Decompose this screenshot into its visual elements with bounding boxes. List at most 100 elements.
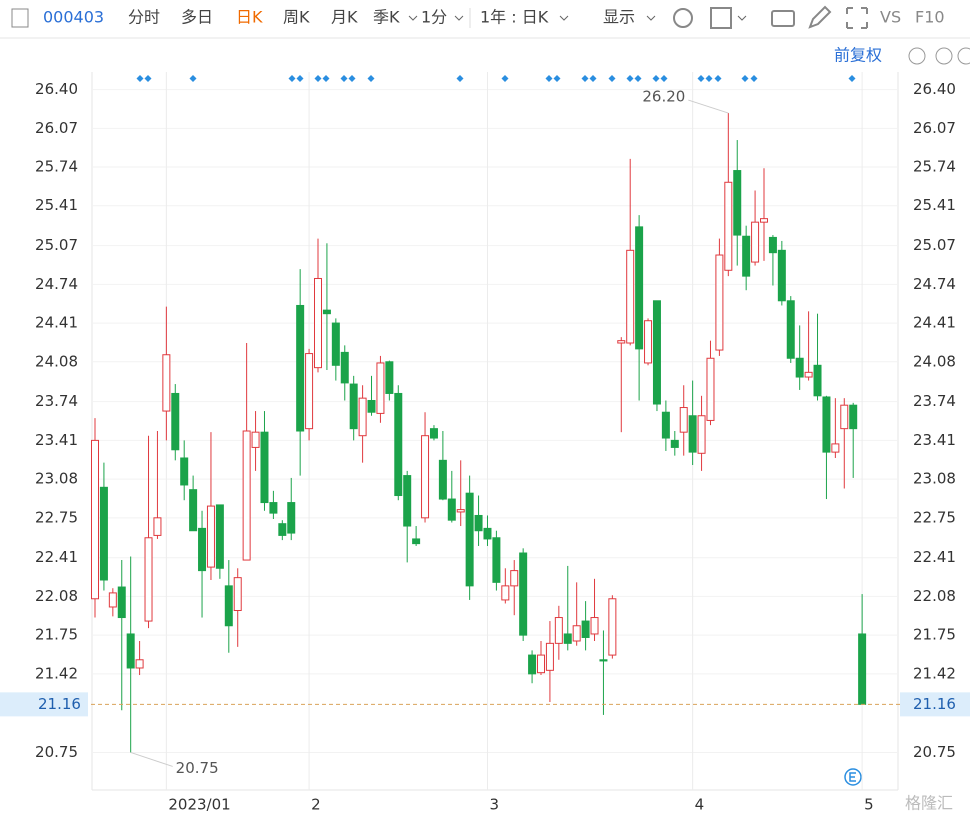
event-marker [136,75,144,82]
period-select[interactable]: 1年 : 日K [480,8,549,27]
y-tick-label: 26.07 [35,119,78,137]
x-tick-label: 4 [695,796,705,814]
candle-body [661,411,670,439]
caret [646,15,656,21]
vs-button[interactable]: VS [880,8,901,27]
event-marker [553,75,561,82]
y2-tick-label: 21.42 [913,664,956,682]
last-price-label: 21.16 [913,695,956,713]
candle-body [260,431,269,504]
candle-body [403,475,412,527]
tab[interactable]: 分时 [128,8,160,27]
candle-body [376,362,385,414]
zoom-in-icon[interactable] [957,47,970,65]
event-marker [456,75,464,82]
fullscreen-icon[interactable] [846,7,868,29]
tab[interactable]: 多日 [181,8,213,27]
candle-body [421,435,430,519]
y-tick-label: 20.75 [35,743,78,761]
y-tick-label: 25.07 [35,236,78,254]
tab-active[interactable]: 日K [236,8,263,27]
y-tick-label: 25.74 [35,158,78,176]
candle-body [813,364,822,397]
display-menu[interactable]: 显示 [603,8,635,27]
candle-body [153,517,162,536]
candle-body [545,642,554,671]
candle-body [519,552,528,636]
panel-icon[interactable] [11,8,29,28]
candle-body [777,249,786,302]
y2-tick-label: 24.41 [913,314,956,332]
camera-icon[interactable] [771,10,795,27]
candle-body [429,428,438,439]
candle-body [795,357,804,378]
event-marker [589,75,597,82]
last-price-label: 21.16 [38,695,81,713]
candle-body [251,431,260,448]
y2-tick-label: 25.74 [913,158,956,176]
caret [559,15,569,21]
candle-body [412,538,421,545]
checkbox-icon[interactable] [710,7,732,29]
stock-code[interactable]: 000403 [43,8,104,27]
event-marker [750,75,758,82]
candle-body [180,457,189,486]
candle-body [822,396,831,453]
candle-body [296,304,305,432]
candle-body [438,459,447,500]
candle-body [224,585,233,627]
tab[interactable]: 1分 [421,8,447,27]
event-icon[interactable] [844,768,862,786]
candle-body [617,340,626,344]
event-marker [848,75,856,82]
event-marker [288,75,296,82]
candle-body [456,509,465,513]
tab[interactable]: 季K [373,8,400,27]
reset-icon[interactable] [908,47,926,65]
candle-body [314,277,322,369]
adjust-mode[interactable]: 前复权 [834,46,882,65]
candle-body [91,439,99,600]
candle-body [831,443,840,453]
event-marker [501,75,509,82]
y-tick-label: 22.41 [35,548,78,566]
event-marker [296,75,304,82]
event-icon-glyph [849,772,856,782]
event-marker [545,75,553,82]
y2-tick-label: 24.74 [913,275,956,293]
candle-body [537,654,545,674]
tab[interactable]: 周K [283,8,310,27]
candle-body [99,486,108,581]
event-marker [714,75,722,82]
tab[interactable]: 月K [331,8,358,27]
f10-button[interactable]: F10 [915,8,945,27]
candle-body [742,235,751,277]
candle-body [608,598,617,656]
candle-body [760,218,768,223]
event-marker [705,75,713,82]
zoom-out-icon[interactable] [935,47,953,65]
y2-tick-label: 23.41 [913,431,956,449]
candle-body [340,351,349,384]
y2-tick-label: 20.75 [913,743,956,761]
candle-body [751,221,760,263]
settings-icon[interactable] [673,8,693,28]
candle-body [198,527,207,572]
candle-body [528,654,537,675]
candle-body [305,353,314,430]
event-marker [314,75,322,82]
max-label: 26.20 [642,88,685,106]
candle-body [510,570,519,587]
draw-icon[interactable] [808,5,832,29]
y-tick-label: 24.08 [35,352,78,370]
candle-body [483,527,492,540]
candle-body [724,181,733,271]
event-marker [608,75,616,82]
candle-body [644,320,653,364]
candle-body [171,392,180,451]
event-marker [652,75,660,82]
candle-body [349,383,358,430]
y-tick-label: 26.40 [35,80,78,98]
